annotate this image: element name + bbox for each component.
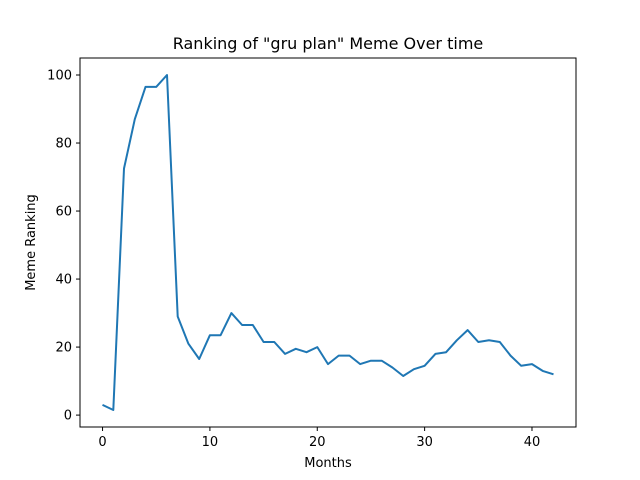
y-tick-label: 60 — [55, 205, 72, 220]
x-tick-label: 40 — [524, 435, 541, 450]
x-tick-label: 30 — [416, 435, 433, 450]
y-tick-label: 100 — [47, 69, 72, 84]
x-axis-label: Months — [304, 456, 352, 471]
x-tick-label: 20 — [309, 435, 326, 450]
y-axis: 0 20 40 60 80 100 — [47, 69, 80, 424]
y-tick-label: 40 — [55, 273, 72, 288]
plot-area-frame — [79, 57, 577, 428]
y-tick-label: 0 — [64, 409, 72, 424]
series-line — [102, 74, 554, 411]
y-tick-label: 20 — [55, 341, 72, 356]
x-tick-label: 0 — [98, 435, 106, 450]
chart-title: Ranking of "gru plan" Meme Over time — [173, 34, 484, 53]
y-axis-label: Meme Ranking — [24, 194, 39, 291]
y-tick-label: 80 — [55, 137, 72, 152]
x-axis: 0 10 20 30 40 — [98, 427, 540, 450]
x-tick-label: 10 — [202, 435, 219, 450]
